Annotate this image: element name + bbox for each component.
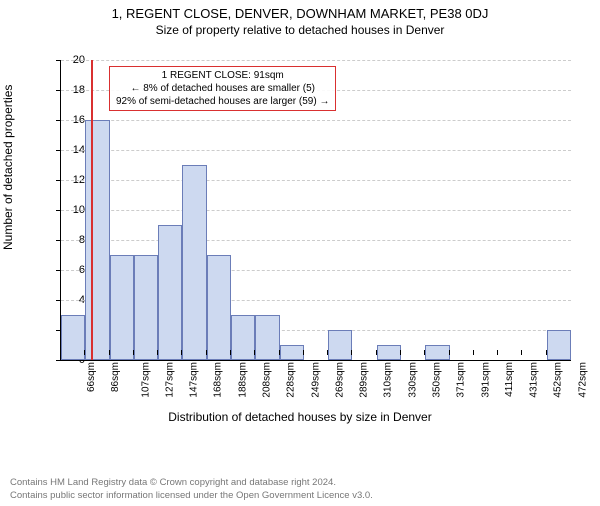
x-axis-label: Distribution of detached houses by size …: [0, 410, 600, 424]
annotation-line3: 92% of semi-detached houses are larger (…: [116, 95, 329, 108]
gridline: [61, 120, 571, 121]
y-axis-label: Number of detached properties: [1, 85, 15, 250]
x-tick-label: 228sqm: [286, 362, 297, 398]
x-tick-label: 86sqm: [110, 362, 121, 392]
x-tick-mark: [181, 350, 182, 355]
footer-line1: Contains HM Land Registry data © Crown c…: [10, 477, 373, 489]
gridline: [61, 240, 571, 241]
chart-title-sub: Size of property relative to detached ho…: [0, 23, 600, 37]
x-tick-mark: [303, 350, 304, 355]
y-tick-mark: [56, 180, 61, 181]
x-tick-mark: [206, 350, 207, 355]
x-tick-label: 249sqm: [310, 362, 321, 398]
y-tick-mark: [56, 240, 61, 241]
x-tick-mark: [279, 350, 280, 355]
gridline: [61, 180, 571, 181]
chart-title-main: 1, REGENT CLOSE, DENVER, DOWNHAM MARKET,…: [0, 6, 600, 21]
x-tick-label: 411sqm: [504, 362, 515, 397]
gridline: [61, 60, 571, 61]
chart-container: Number of detached properties 0246810121…: [0, 50, 600, 450]
annotation-box: 1 REGENT CLOSE: 91sqm ← 8% of detached h…: [109, 66, 336, 111]
x-tick-label: 289sqm: [359, 362, 370, 398]
y-tick-mark: [56, 210, 61, 211]
footer-line2: Contains public sector information licen…: [10, 490, 373, 502]
x-tick-label: 269sqm: [334, 362, 345, 398]
gridline: [61, 210, 571, 211]
x-tick-mark: [60, 350, 61, 355]
histogram-bar: [377, 345, 401, 360]
x-tick-label: 208sqm: [262, 362, 273, 398]
x-tick-mark: [376, 350, 377, 355]
y-tick-mark: [56, 60, 61, 61]
x-tick-mark: [521, 350, 522, 355]
histogram-bar: [110, 255, 134, 360]
x-tick-mark: [351, 350, 352, 355]
x-tick-mark: [133, 350, 134, 355]
x-tick-label: 168sqm: [213, 362, 224, 398]
x-tick-label: 127sqm: [164, 362, 175, 398]
x-tick-label: 147sqm: [189, 362, 200, 398]
footer: Contains HM Land Registry data © Crown c…: [10, 477, 373, 502]
x-tick-mark: [84, 350, 85, 355]
y-tick-mark: [56, 150, 61, 151]
x-tick-label: 188sqm: [237, 362, 248, 398]
histogram-bar: [231, 315, 255, 360]
histogram-bar: [61, 315, 85, 360]
histogram-bar: [85, 120, 109, 360]
y-tick-mark: [56, 300, 61, 301]
x-tick-mark: [230, 350, 231, 355]
x-tick-mark: [327, 350, 328, 355]
x-tick-mark: [424, 350, 425, 355]
histogram-bar: [134, 255, 158, 360]
x-tick-mark: [157, 350, 158, 355]
x-tick-label: 472sqm: [577, 362, 588, 398]
histogram-bar: [547, 330, 571, 360]
marker-line: [91, 60, 93, 360]
gridline: [61, 150, 571, 151]
x-tick-label: 310sqm: [383, 362, 394, 398]
plot-area: 1 REGENT CLOSE: 91sqm ← 8% of detached h…: [60, 60, 571, 361]
x-tick-label: 452sqm: [553, 362, 564, 398]
histogram-bar: [328, 330, 352, 360]
x-tick-mark: [546, 350, 547, 355]
x-tick-label: 391sqm: [480, 362, 491, 398]
x-tick-mark: [254, 350, 255, 355]
x-tick-label: 107sqm: [140, 362, 151, 398]
histogram-bar: [182, 165, 206, 360]
annotation-line1: 1 REGENT CLOSE: 91sqm: [116, 69, 329, 82]
histogram-bar: [207, 255, 231, 360]
histogram-bar: [158, 225, 182, 360]
y-tick-mark: [56, 360, 61, 361]
x-tick-mark: [400, 350, 401, 355]
x-tick-label: 66sqm: [86, 362, 97, 392]
x-tick-mark: [497, 350, 498, 355]
x-tick-label: 350sqm: [432, 362, 443, 398]
y-tick-mark: [56, 120, 61, 121]
x-tick-mark: [109, 350, 110, 355]
y-tick-mark: [56, 270, 61, 271]
y-tick-mark: [56, 90, 61, 91]
x-tick-mark: [473, 350, 474, 355]
x-tick-label: 330sqm: [407, 362, 418, 398]
annotation-line2: ← 8% of detached houses are smaller (5): [116, 82, 329, 95]
histogram-bar: [425, 345, 449, 360]
x-tick-mark: [449, 350, 450, 355]
x-tick-label: 371sqm: [456, 362, 467, 398]
histogram-bar: [280, 345, 304, 360]
histogram-bar: [255, 315, 279, 360]
x-tick-label: 431sqm: [529, 362, 540, 398]
